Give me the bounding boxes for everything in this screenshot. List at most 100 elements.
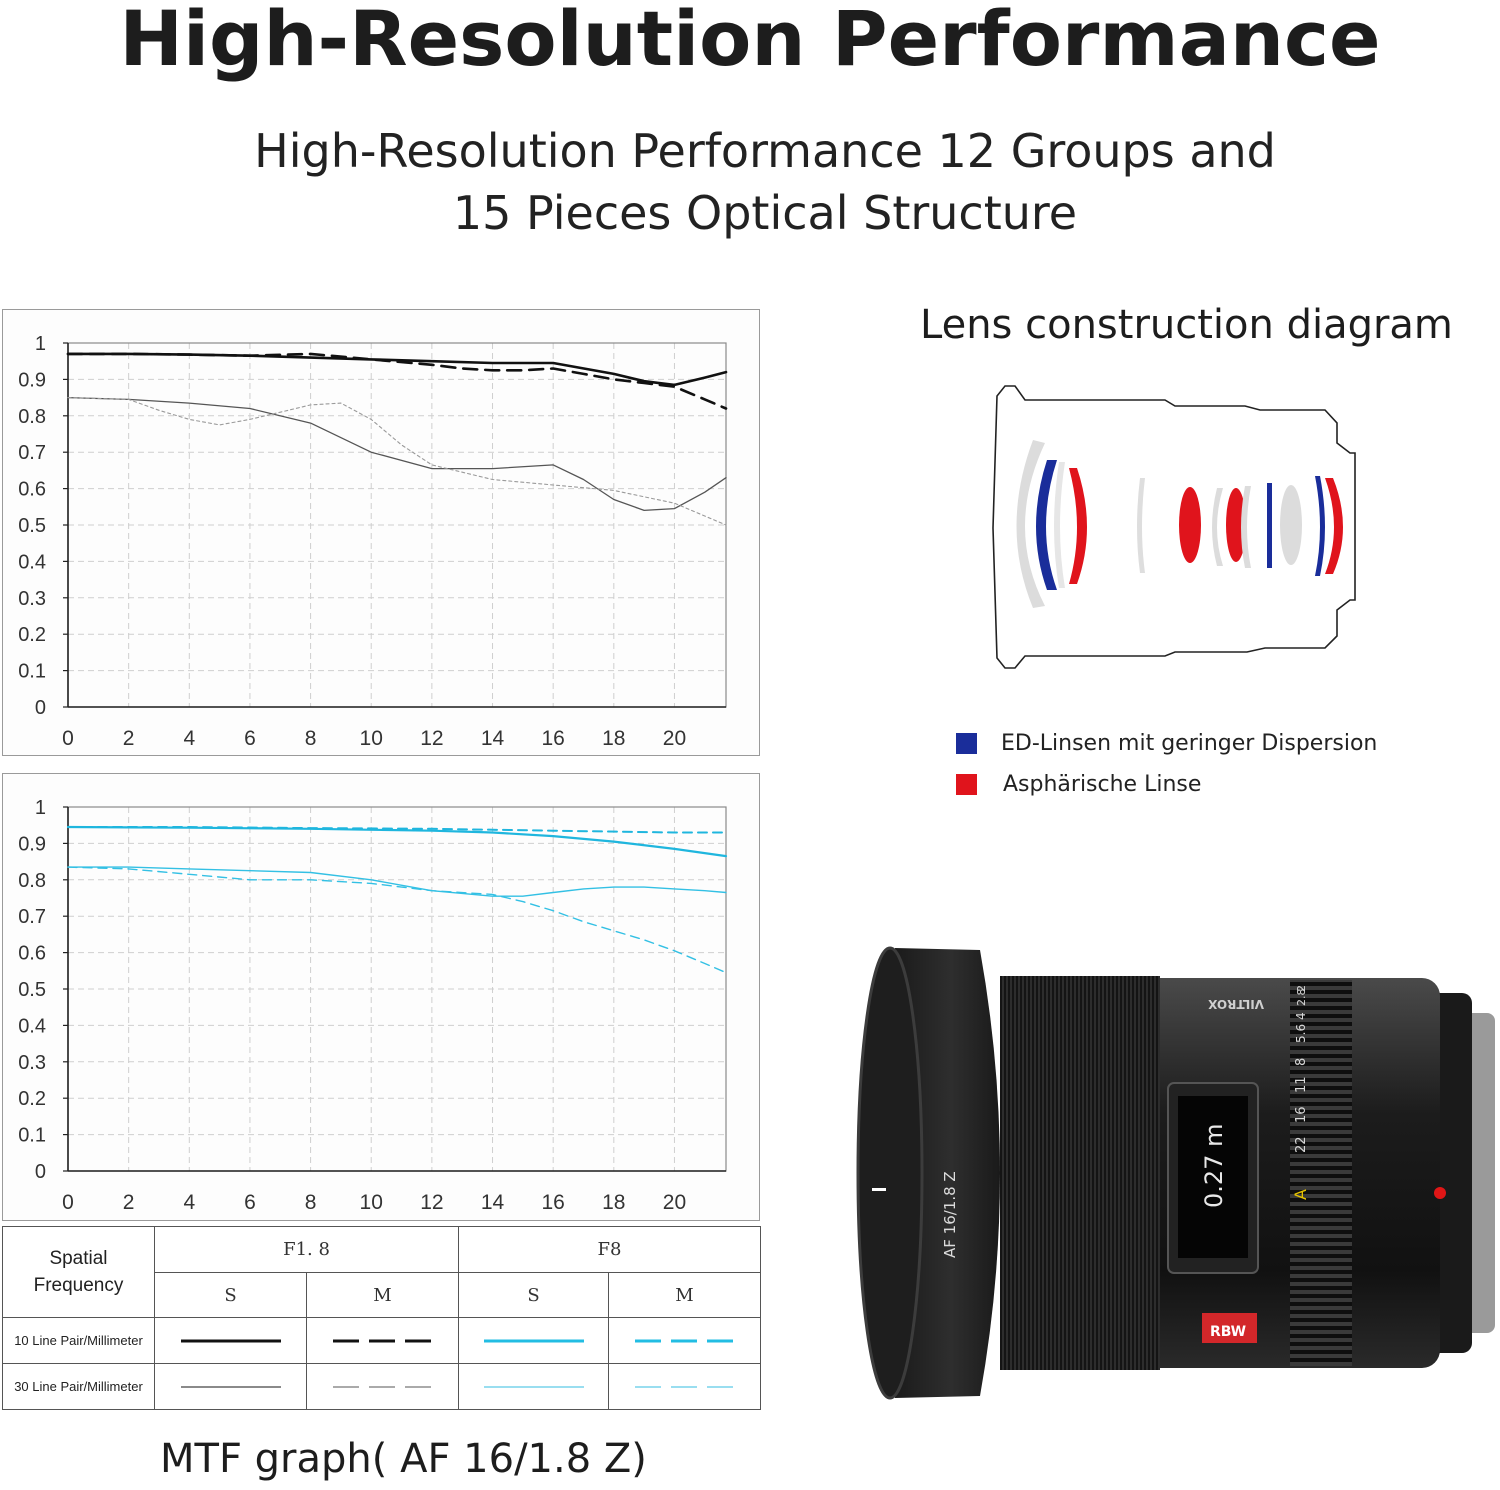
ed-lens-swatch (956, 732, 977, 754)
sample-f8-m-30 (607, 1363, 762, 1410)
y-tick-label: 0.9 (18, 369, 46, 391)
subtitle-line-1: High-Resolution Performance 12 Groups an… (254, 124, 1276, 178)
mtf-chart-f1-8-plot: 00.10.20.30.40.50.60.70.80.910 2 4 6 8 10 12 14… (18, 333, 728, 750)
aperture-16: 16 (1294, 1106, 1309, 1123)
x-tick-label: 4 (183, 1191, 195, 1214)
mtf-graph-caption: MTF graph( AF 16/1.8 Z) (160, 1436, 647, 1482)
lens-element-4 (1212, 488, 1223, 566)
lens-construction-diagram (992, 385, 1356, 669)
y-tick-label: 0.9 (18, 833, 46, 855)
y-tick-label: 0.5 (18, 515, 46, 537)
series-line-4 (67, 866, 727, 974)
x-tick-label: 18 (602, 727, 625, 750)
lens-element-ed-3 (1315, 476, 1325, 576)
lens-diagram-title: Lens construction diagram (920, 302, 1453, 348)
display-screen (1178, 1096, 1248, 1258)
aperture-5-6: 5.6 (1294, 1024, 1308, 1043)
red-badge (1202, 1313, 1257, 1343)
type-m-f8: M (607, 1272, 762, 1318)
legend-aspherical-lens: Asphärische Linse (956, 771, 1202, 797)
x-tick-label: 6 (244, 727, 256, 750)
aperture-4: 4 (1294, 1012, 1308, 1020)
y-tick-label: 0.3 (18, 1052, 46, 1074)
series-line-1 (66, 825, 728, 858)
mtf-chart-f1-8: 0 0.1 0.2 0.3 0.4 0.5 0.6 0.7 0.8 0.9 1 0 2 4 6 8 10 12 14… (2, 309, 760, 756)
sample-f8-m-10 (607, 1317, 762, 1364)
sample-f8-s-30 (458, 1363, 609, 1410)
y-tick-label: 0.3 (18, 588, 46, 610)
aperture-f8-header: F8 (457, 1226, 762, 1273)
x-tick-label: 14 (481, 727, 505, 750)
x-tick-label: 14 (481, 1191, 505, 1214)
x-tick-label: 10 (360, 1191, 383, 1214)
aperture-11: 11 (1294, 1076, 1309, 1093)
lens-barrel-outline (992, 385, 1356, 669)
spatial-frequency-label: Spatial Frequency (33, 1248, 124, 1296)
line-sample (483, 1339, 584, 1342)
sample-f18-s-30 (154, 1363, 307, 1410)
lens-front-edge (856, 946, 924, 1400)
y-tick-label: 1 (35, 333, 46, 355)
y-tick-label: 0.2 (18, 1088, 46, 1110)
x-tick-label: 2 (123, 727, 135, 750)
y-tick-label: 0.4 (18, 551, 46, 573)
row-label-30lp: 30 Line Pair/Millimeter (2, 1363, 155, 1410)
aspherical-lens-swatch (956, 773, 977, 795)
y-tick-label: 0 (35, 697, 46, 719)
line-sample (634, 1385, 735, 1388)
x-tick-label: 6 (244, 1191, 256, 1214)
x-tick-label: 18 (602, 1191, 625, 1214)
plot-frame (67, 806, 727, 1172)
x-tick-label: 20 (663, 727, 686, 750)
line-sample (180, 1385, 281, 1388)
line-sample (332, 1339, 433, 1342)
subtitle-line-2: 15 Pieces Optical Structure (452, 186, 1078, 240)
aperture-f1-8-header: F1. 8 (154, 1226, 459, 1273)
brand-text: VILTROX (1207, 997, 1264, 1011)
index-mark (872, 1188, 886, 1191)
sample-f8-s-10 (458, 1317, 609, 1364)
y-tick-label: 1 (35, 797, 46, 819)
x-tick-label: 12 (420, 1191, 443, 1214)
lens-element-ed-1 (1036, 460, 1057, 590)
grid-horizontal (68, 806, 726, 1136)
lens-element-asph-4 (1325, 478, 1343, 574)
aperture-2: 2 (1295, 985, 1308, 992)
x-tick-label: 0 (62, 727, 74, 750)
lens-product-photo: 0.27 m RBW AF 16/1.8 Z VILTROX 22 16 11 … (856, 946, 1495, 1400)
lens-element-ed-2 (1267, 483, 1272, 568)
y-tick-label: 0.2 (18, 624, 46, 646)
legend-ed-lens: ED-Linsen mit geringer Dispersion (956, 731, 1377, 756)
display-distance-text: 0.27 m (1200, 1124, 1228, 1208)
y-tick-label: 0.5 (18, 979, 46, 1001)
x-tick-label: 8 (305, 727, 317, 750)
y-tick-label: 0 (35, 1161, 46, 1183)
series-line-4 (67, 397, 727, 526)
row-label-10lp: 10 Line Pair/Millimeter (2, 1317, 155, 1364)
line-sample (483, 1385, 584, 1388)
badge-text: RBW (1210, 1324, 1246, 1340)
aperture-8: 8 (1294, 1058, 1309, 1066)
aperture-ring (1290, 980, 1352, 1366)
aperture-2-8: 2.8 (1295, 989, 1308, 1007)
mtf-chart-f8: 0 0.1 0.2 0.3 0.4 0.5 0.6 0.7 0.8 0.9 1 0 2 4 6 8 10 12 14… (2, 773, 760, 1221)
lens-element-1 (1016, 440, 1045, 608)
lens-element-asph-3 (1226, 488, 1246, 562)
plot-frame (67, 342, 727, 708)
model-text: AF 16/1.8 Z (941, 1171, 959, 1258)
x-tick-label: 16 (541, 1191, 564, 1214)
type-s-f8: S (458, 1272, 609, 1318)
x-tick-label: 4 (183, 727, 195, 750)
spatial-frequency-header: Spatial Frequency (2, 1226, 155, 1318)
sample-f18-m-30 (306, 1363, 459, 1410)
y-tick-label: 0.7 (18, 442, 46, 464)
y-tick-label: 0.8 (18, 870, 46, 892)
mtf-legend-table: Spatial Frequency F1. 8 F8 S M S M 10 Li… (2, 1226, 762, 1410)
series-line-3 (67, 866, 727, 897)
y-tick-label: 0.7 (18, 906, 46, 928)
aspherical-lens-label: Asphärische Linse (1003, 771, 1202, 797)
x-tick-label: 20 (663, 1191, 686, 1214)
lens-element-asph-2 (1179, 487, 1201, 563)
line-sample (634, 1339, 735, 1342)
sample-f18-m-10 (306, 1317, 459, 1364)
